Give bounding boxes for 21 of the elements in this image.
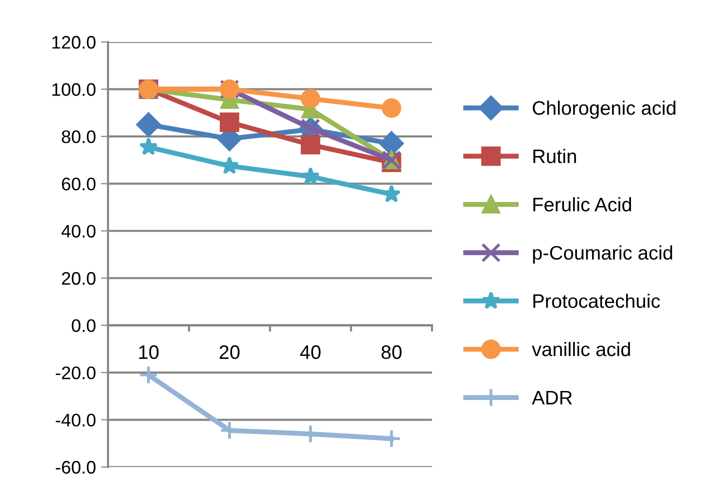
legend-label: Ferulic Acid <box>533 197 632 212</box>
y-tick-label: -20.0 <box>56 366 96 380</box>
x-tick-label: 40 <box>300 345 321 360</box>
legend-label: Rutin <box>533 148 576 164</box>
legend-label: ADR <box>532 390 572 404</box>
x-tick-label: 10 <box>139 345 159 360</box>
legend-label: Chlorogenic acid <box>532 100 676 119</box>
y-tick-label: -40.0 <box>56 414 96 426</box>
legend-label: vanillic acid <box>532 342 630 356</box>
x-tick-label: 80 <box>382 345 402 360</box>
y-tick-label: 120.0 <box>52 36 96 49</box>
y-tick-label: 60.0 <box>62 178 96 190</box>
legend-label: Protocatechuic <box>533 294 660 308</box>
y-tick-label: 0.0 <box>72 319 96 332</box>
y-tick-label: 40.0 <box>61 224 96 238</box>
y-tick-label: 100.0 <box>52 83 96 96</box>
y-tick-label: -60.0 <box>56 460 96 474</box>
y-tick-label: 80.0 <box>62 130 96 144</box>
x-tick-label: 20 <box>220 345 240 360</box>
legend-label: p-Coumaric acid <box>533 245 672 264</box>
y-tick-label: 20.0 <box>62 272 96 285</box>
